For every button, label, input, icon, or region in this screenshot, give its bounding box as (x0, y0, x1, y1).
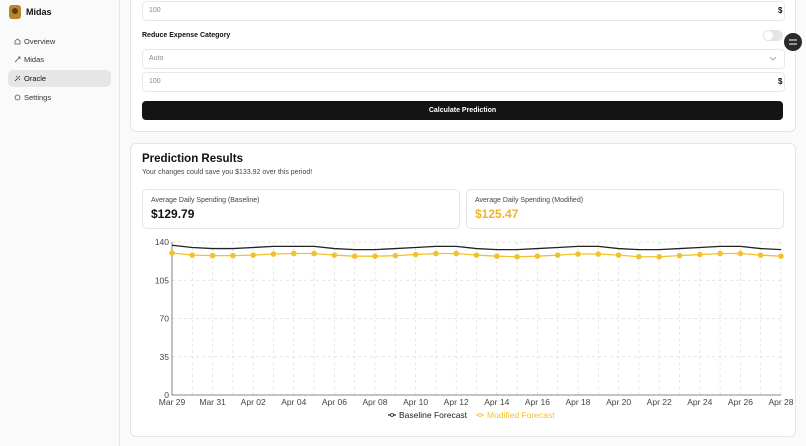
nav-item[interactable]: Overview (8, 33, 111, 50)
category-select[interactable]: Auto (142, 49, 785, 69)
nav-item[interactable]: Oracle (8, 70, 111, 87)
x-tick-label: Apr 08 (362, 397, 387, 407)
data-point (676, 252, 683, 259)
currency: $ (778, 77, 783, 86)
data-point (169, 250, 175, 256)
x-tick-label: Apr 20 (606, 397, 631, 407)
stat-card: Average Daily Spending (Modified) $125.47 (466, 189, 784, 229)
calculate-button[interactable]: Calculate Prediction (142, 101, 783, 120)
data-point (717, 250, 723, 257)
data-point (757, 252, 764, 258)
stat-value: $125.47 (475, 207, 519, 221)
legend-symbol (390, 413, 394, 417)
x-tick-label: Apr 18 (565, 397, 590, 407)
amount-input[interactable]: 100 (142, 72, 785, 92)
data-point (697, 251, 703, 258)
data-point (189, 252, 196, 258)
data-point (412, 251, 419, 258)
x-tick-label: Apr 10 (403, 397, 428, 407)
toggle[interactable] (763, 30, 783, 41)
stat-value: $129.79 (151, 207, 195, 221)
x-tick-label: Apr 12 (444, 397, 469, 407)
data-point (331, 252, 338, 258)
nav-item[interactable]: Midas (8, 51, 111, 68)
nav-item[interactable]: Settings (8, 89, 111, 106)
logo (9, 5, 21, 19)
x-tick-label: Apr 26 (728, 397, 753, 407)
data-point (554, 252, 561, 258)
legend-symbol (478, 413, 482, 417)
data-point (291, 250, 297, 257)
data-point (209, 252, 216, 259)
input-value: 100 (149, 7, 161, 14)
y-tick-label: 140 (155, 237, 169, 247)
x-tick-label: Apr 14 (484, 397, 509, 407)
series-line (171, 244, 782, 251)
data-point (351, 253, 358, 260)
data-point (473, 252, 480, 258)
currency: $ (778, 6, 783, 15)
nav-label: Oracle (24, 74, 47, 83)
select-value: Auto (149, 55, 164, 62)
results-subtitle: Your changes could save you $133.92 over… (142, 169, 313, 176)
data-point (534, 253, 541, 260)
data-point (636, 253, 642, 260)
data-point (392, 252, 399, 259)
x-tick-label: Apr 28 (768, 397, 793, 407)
data-point (595, 251, 602, 257)
field-label: Reduce Expense Category (142, 32, 231, 39)
data-point (494, 253, 500, 260)
x-tick-label: Apr 06 (322, 397, 347, 407)
data-point (311, 250, 317, 257)
data-point (453, 250, 460, 257)
x-tick-label: Apr 16 (525, 397, 550, 407)
stat-card: Average Daily Spending (Baseline) $129.79 (142, 189, 460, 229)
y-tick-label: 70 (160, 314, 170, 324)
data-point (575, 251, 581, 257)
stat-label: Average Daily Spending (Modified) (475, 197, 584, 204)
x-tick-label: Apr 22 (647, 397, 672, 407)
nav-label: Midas (24, 55, 45, 64)
app-name: Midas (26, 7, 52, 17)
chart: 0 35 70 105 140 Mar 29 Mar 31 Apr 02 Apr 04 Apr 0… (155, 237, 794, 420)
data-point (270, 251, 277, 257)
data-point (615, 252, 622, 258)
legend-label: Baseline Forecast (399, 410, 468, 420)
data-point (230, 252, 236, 259)
y-tick-label: 105 (155, 275, 169, 285)
amount-input[interactable]: 100 (142, 1, 785, 21)
x-tick-label: Mar 31 (199, 397, 226, 407)
data-point (433, 250, 439, 257)
stat-label: Average Daily Spending (Baseline) (151, 197, 260, 204)
data-point (372, 253, 378, 260)
y-tick-label: 0 (164, 390, 169, 400)
x-tick-label: Mar 29 (159, 397, 186, 407)
data-point (656, 253, 662, 260)
nav-label: Settings (24, 93, 52, 102)
y-tick-label: 35 (160, 352, 170, 362)
x-tick-label: Apr 02 (241, 397, 266, 407)
data-point (250, 252, 256, 258)
x-tick-label: Apr 24 (687, 397, 712, 407)
x-tick-label: Apr 04 (281, 397, 306, 407)
legend-label: Modified Forecast (487, 410, 555, 420)
results-title: Prediction Results (142, 153, 243, 165)
data-point (778, 253, 784, 260)
sidebar: Midas Overview Midas Oracle Settings (0, 0, 120, 446)
nav-label: Overview (24, 37, 56, 46)
input-value: 100 (149, 78, 161, 85)
data-point (737, 250, 744, 257)
data-point (514, 253, 520, 260)
floating-button[interactable] (784, 33, 802, 51)
